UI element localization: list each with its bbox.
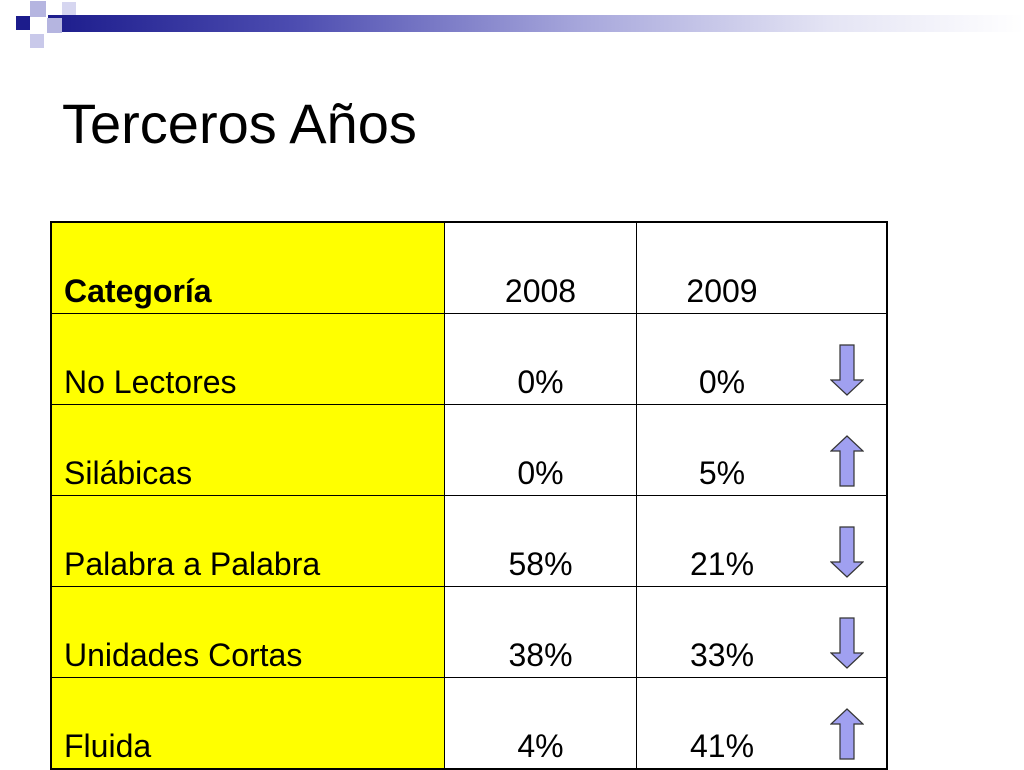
header-2008: 2008 <box>444 221 637 314</box>
decorative-square <box>47 18 62 33</box>
header-gradient-bar <box>48 15 1024 32</box>
table-row: Palabra a Palabra 58% 21% <box>50 495 888 587</box>
category-cell: Fluida <box>50 677 445 770</box>
value-2009: 21% <box>689 545 755 582</box>
arrow-shape <box>830 708 864 760</box>
table-row: Silábicas 0% 5% <box>50 404 888 496</box>
down-arrow-icon <box>830 526 864 578</box>
header-2009-cell: 2009 <box>636 221 888 314</box>
arrow-shape <box>830 617 864 669</box>
decorative-square <box>16 16 30 30</box>
value-2009-cell: 21% <box>636 495 888 587</box>
up-arrow-icon <box>830 708 864 760</box>
table-row: Unidades Cortas 38% 33% <box>50 586 888 678</box>
value-2009: 0% <box>698 363 746 400</box>
up-arrow-icon <box>830 435 864 487</box>
category-cell: No Lectores <box>50 313 445 405</box>
category-cell: Palabra a Palabra <box>50 495 445 587</box>
category-cell: Unidades Cortas <box>50 586 445 678</box>
value-2008: 38% <box>444 586 637 678</box>
down-arrow-icon <box>830 344 864 396</box>
value-2009: 41% <box>689 727 755 764</box>
table-header-row: Categoría 2008 2009 <box>50 221 888 314</box>
decorative-square <box>30 1 46 17</box>
results-table: Categoría 2008 2009 No Lectores 0% 0% Si… <box>50 221 888 770</box>
header-2009: 2009 <box>686 272 758 309</box>
decorative-square <box>62 2 76 16</box>
table-row: No Lectores 0% 0% <box>50 313 888 405</box>
value-2009-cell: 33% <box>636 586 888 678</box>
slide-title: Terceros Años <box>62 92 417 155</box>
value-2009: 33% <box>689 636 755 673</box>
value-2009-cell: 41% <box>636 677 888 770</box>
decorative-square <box>30 34 44 48</box>
value-2008: 58% <box>444 495 637 587</box>
value-2008: 4% <box>444 677 637 770</box>
header-category: Categoría <box>50 221 445 314</box>
value-2009-cell: 5% <box>636 404 888 496</box>
value-2009-cell: 0% <box>636 313 888 405</box>
value-2009: 5% <box>698 454 746 491</box>
value-2008: 0% <box>444 313 637 405</box>
table-row: Fluida 4% 41% <box>50 677 888 770</box>
arrow-shape <box>830 526 864 578</box>
arrow-shape <box>830 344 864 396</box>
down-arrow-icon <box>830 617 864 669</box>
arrow-shape <box>830 435 864 487</box>
value-2008: 0% <box>444 404 637 496</box>
category-cell: Silábicas <box>50 404 445 496</box>
